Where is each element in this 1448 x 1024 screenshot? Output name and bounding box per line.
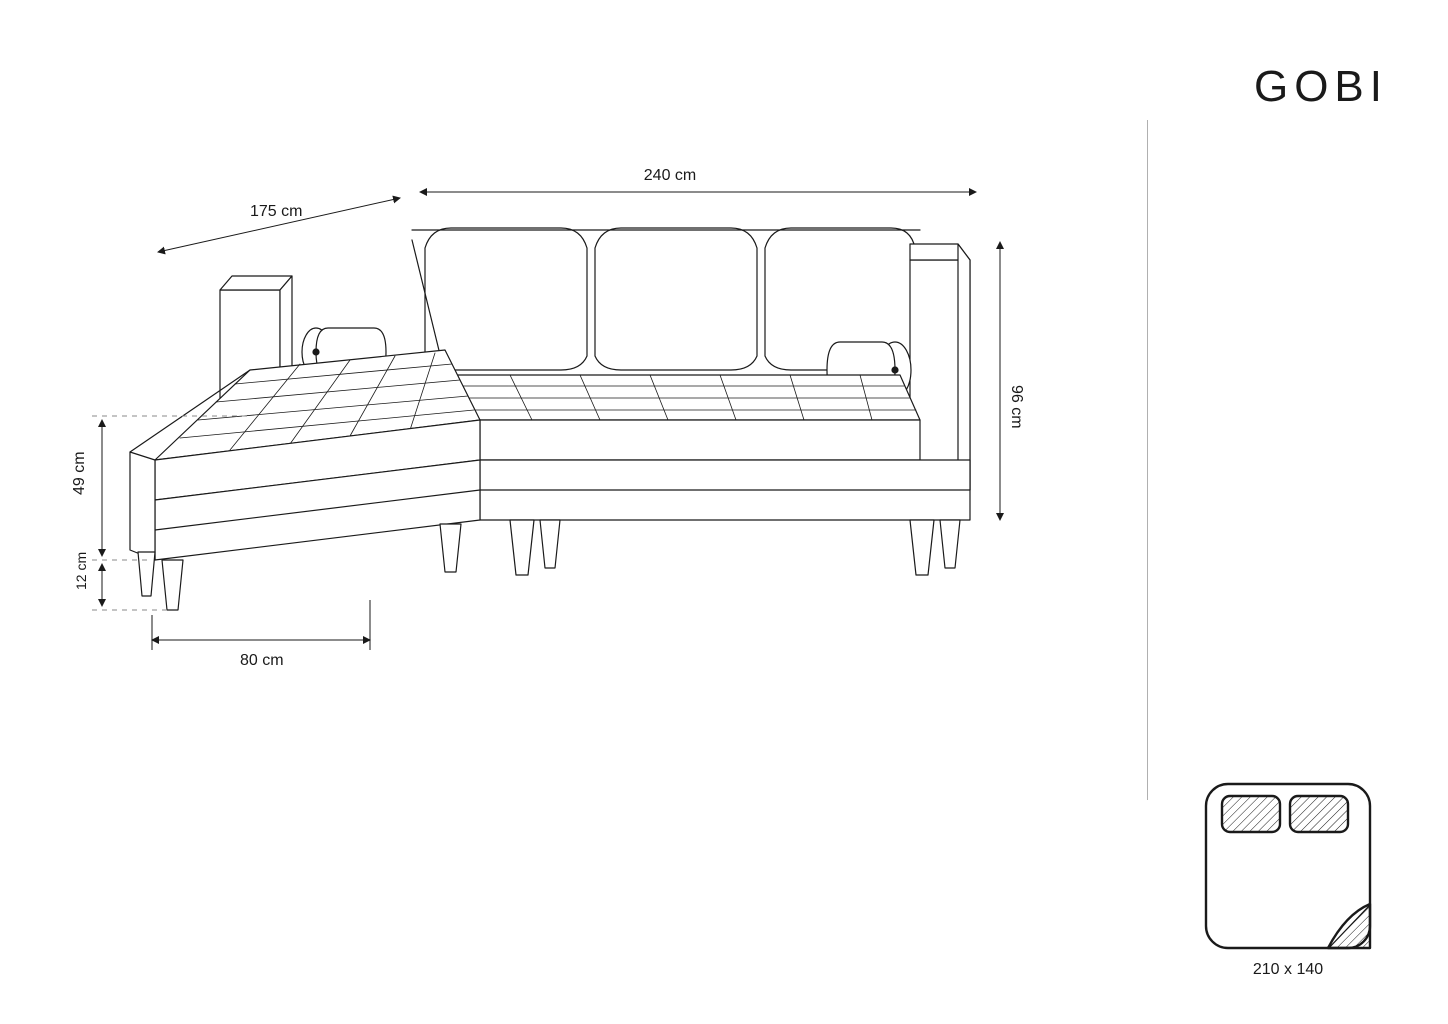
dim-seat-height: 49 cm: [71, 451, 88, 495]
bed-size-label: 210 x 140: [1253, 961, 1323, 978]
dim-depth: 175 cm: [250, 203, 302, 220]
bed-size-icon: 210 x 140: [1188, 774, 1388, 984]
dim-width: 240 cm: [644, 167, 696, 184]
dim-leg-height: 12 cm: [73, 552, 89, 590]
dim-back-height: 96 cm: [1008, 385, 1025, 429]
vertical-divider: [1147, 120, 1148, 800]
product-title: GOBI: [1254, 62, 1388, 112]
sofa-diagram: 175 cm 240 cm 96 cm 49 cm 12 cm 80 cm: [40, 120, 1040, 760]
dim-chaise-width: 80 cm: [240, 652, 284, 669]
